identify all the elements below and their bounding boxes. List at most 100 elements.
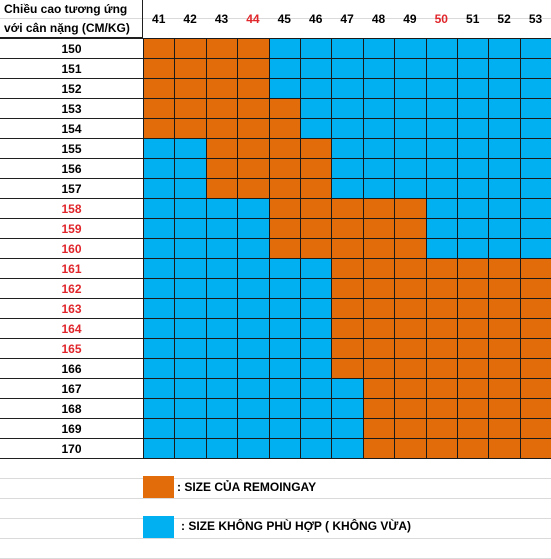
not-fit-cell-155-49[interactable] bbox=[394, 138, 427, 159]
fit-cell-160-45[interactable] bbox=[268, 238, 301, 259]
not-fit-cell-161-44[interactable] bbox=[237, 258, 270, 279]
fit-cell-163-52[interactable] bbox=[488, 298, 521, 319]
fit-cell-165-51[interactable] bbox=[457, 338, 490, 359]
not-fit-cell-152-53[interactable] bbox=[519, 78, 551, 99]
not-fit-cell-152-48[interactable] bbox=[362, 78, 396, 99]
not-fit-cell-150-47[interactable] bbox=[331, 38, 364, 59]
fit-cell-153-43[interactable] bbox=[205, 98, 239, 119]
fit-cell-164-49[interactable] bbox=[394, 318, 427, 339]
column-header-49[interactable]: 49 bbox=[403, 12, 417, 26]
not-fit-cell-170-47[interactable] bbox=[331, 438, 364, 459]
not-fit-cell-163-46[interactable] bbox=[300, 298, 333, 319]
fit-cell-155-45[interactable] bbox=[268, 138, 301, 159]
fit-cell-151-44[interactable] bbox=[237, 58, 270, 79]
not-fit-cell-167-47[interactable] bbox=[331, 378, 364, 399]
not-fit-cell-157-49[interactable] bbox=[394, 178, 427, 199]
fit-cell-165-49[interactable] bbox=[394, 338, 427, 359]
fit-cell-170-49[interactable] bbox=[394, 438, 427, 459]
fit-cell-159-49[interactable] bbox=[394, 218, 427, 239]
fit-cell-154-41[interactable] bbox=[143, 118, 176, 139]
fit-cell-166-52[interactable] bbox=[488, 358, 521, 379]
not-fit-cell-164-45[interactable] bbox=[268, 318, 301, 339]
fit-cell-161-49[interactable] bbox=[394, 258, 427, 279]
not-fit-cell-159-52[interactable] bbox=[488, 218, 521, 239]
not-fit-cell-150-52[interactable] bbox=[488, 38, 521, 59]
not-fit-cell-155-47[interactable] bbox=[331, 138, 364, 159]
not-fit-cell-169-44[interactable] bbox=[237, 418, 270, 439]
not-fit-cell-165-41[interactable] bbox=[143, 338, 176, 359]
not-fit-cell-170-43[interactable] bbox=[205, 438, 239, 459]
not-fit-cell-163-42[interactable] bbox=[174, 298, 207, 319]
not-fit-cell-153-50[interactable] bbox=[425, 98, 458, 119]
not-fit-cell-155-52[interactable] bbox=[488, 138, 521, 159]
not-fit-cell-160-43[interactable] bbox=[205, 238, 239, 259]
not-fit-cell-151-48[interactable] bbox=[362, 58, 396, 79]
not-fit-cell-152-47[interactable] bbox=[331, 78, 364, 99]
not-fit-cell-159-44[interactable] bbox=[237, 218, 270, 239]
not-fit-cell-168-41[interactable] bbox=[143, 398, 176, 419]
not-fit-cell-151-52[interactable] bbox=[488, 58, 521, 79]
not-fit-cell-156-48[interactable] bbox=[362, 158, 396, 179]
column-header-45[interactable]: 45 bbox=[277, 12, 291, 26]
not-fit-cell-162-41[interactable] bbox=[143, 278, 176, 299]
not-fit-cell-159-50[interactable] bbox=[425, 218, 458, 239]
not-fit-cell-151-53[interactable] bbox=[519, 58, 551, 79]
fit-cell-159-45[interactable] bbox=[268, 218, 301, 239]
not-fit-cell-168-47[interactable] bbox=[331, 398, 364, 419]
not-fit-cell-156-47[interactable] bbox=[331, 158, 364, 179]
not-fit-cell-155-42[interactable] bbox=[174, 138, 207, 159]
not-fit-cell-153-51[interactable] bbox=[457, 98, 490, 119]
fit-cell-162-53[interactable] bbox=[519, 278, 551, 299]
fit-cell-164-47[interactable] bbox=[331, 318, 364, 339]
row-header-159[interactable]: 159 bbox=[0, 218, 144, 239]
column-header-41[interactable]: 41 bbox=[152, 12, 166, 26]
fit-cell-168-51[interactable] bbox=[457, 398, 490, 419]
not-fit-cell-156-42[interactable] bbox=[174, 158, 207, 179]
fit-cell-152-44[interactable] bbox=[237, 78, 270, 99]
not-fit-cell-164-46[interactable] bbox=[300, 318, 333, 339]
fit-cell-161-52[interactable] bbox=[488, 258, 521, 279]
not-fit-cell-151-50[interactable] bbox=[425, 58, 458, 79]
fit-cell-166-50[interactable] bbox=[425, 358, 458, 379]
not-fit-cell-150-50[interactable] bbox=[425, 38, 458, 59]
fit-cell-154-43[interactable] bbox=[205, 118, 239, 139]
fit-cell-152-41[interactable] bbox=[143, 78, 176, 99]
row-header-155[interactable]: 155 bbox=[0, 138, 144, 159]
not-fit-cell-157-42[interactable] bbox=[174, 178, 207, 199]
fit-cell-157-44[interactable] bbox=[237, 178, 270, 199]
not-fit-cell-156-53[interactable] bbox=[519, 158, 551, 179]
column-header-51[interactable]: 51 bbox=[466, 12, 480, 26]
fit-cell-168-48[interactable] bbox=[362, 398, 396, 419]
not-fit-cell-166-45[interactable] bbox=[268, 358, 301, 379]
not-fit-cell-159-43[interactable] bbox=[205, 218, 239, 239]
not-fit-cell-162-43[interactable] bbox=[205, 278, 239, 299]
fit-cell-163-49[interactable] bbox=[394, 298, 427, 319]
row-header-169[interactable]: 169 bbox=[0, 418, 144, 439]
not-fit-cell-152-49[interactable] bbox=[394, 78, 427, 99]
not-fit-cell-169-46[interactable] bbox=[300, 418, 333, 439]
fit-cell-154-44[interactable] bbox=[237, 118, 270, 139]
fit-cell-166-49[interactable] bbox=[394, 358, 427, 379]
fit-cell-165-53[interactable] bbox=[519, 338, 551, 359]
not-fit-cell-150-53[interactable] bbox=[519, 38, 551, 59]
fit-cell-164-52[interactable] bbox=[488, 318, 521, 339]
fit-cell-163-47[interactable] bbox=[331, 298, 364, 319]
not-fit-cell-160-41[interactable] bbox=[143, 238, 176, 259]
row-header-165[interactable]: 165 bbox=[0, 338, 144, 359]
not-fit-cell-166-41[interactable] bbox=[143, 358, 176, 379]
fit-cell-170-51[interactable] bbox=[457, 438, 490, 459]
fit-cell-164-50[interactable] bbox=[425, 318, 458, 339]
fit-cell-150-44[interactable] bbox=[237, 38, 270, 59]
not-fit-cell-169-41[interactable] bbox=[143, 418, 176, 439]
not-fit-cell-161-41[interactable] bbox=[143, 258, 176, 279]
not-fit-cell-157-51[interactable] bbox=[457, 178, 490, 199]
fit-cell-165-50[interactable] bbox=[425, 338, 458, 359]
column-header-52[interactable]: 52 bbox=[497, 12, 511, 26]
not-fit-cell-154-48[interactable] bbox=[362, 118, 396, 139]
not-fit-cell-153-48[interactable] bbox=[362, 98, 396, 119]
fit-cell-158-48[interactable] bbox=[362, 198, 396, 219]
fit-cell-170-50[interactable] bbox=[425, 438, 458, 459]
row-header-162[interactable]: 162 bbox=[0, 278, 144, 299]
fit-cell-157-45[interactable] bbox=[268, 178, 301, 199]
not-fit-cell-160-53[interactable] bbox=[519, 238, 551, 259]
